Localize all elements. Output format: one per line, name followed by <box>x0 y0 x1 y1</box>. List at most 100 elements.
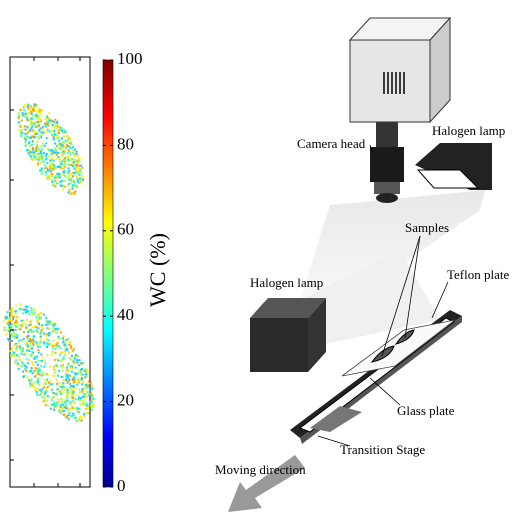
map-pixel <box>21 362 23 364</box>
map-pixel <box>46 137 48 139</box>
map-pixel <box>68 418 70 420</box>
map-pixel <box>32 326 34 328</box>
map-pixel <box>25 113 27 115</box>
map-pixel <box>28 348 30 350</box>
map-pixel <box>62 384 64 386</box>
map-pixel <box>44 167 46 169</box>
map-pixel <box>47 374 49 376</box>
map-pixel <box>26 149 28 151</box>
map-pixel <box>52 166 54 168</box>
map-pixel <box>72 400 74 402</box>
map-pixel <box>49 168 51 170</box>
map-pixel <box>69 154 71 156</box>
map-pixel <box>67 157 69 159</box>
map-pixel <box>69 375 71 377</box>
map-pixel <box>64 157 66 159</box>
map-pixel <box>60 386 62 388</box>
camera-lens <box>374 182 400 194</box>
map-pixel <box>20 339 22 341</box>
map-pixel <box>63 410 65 412</box>
map-pixel <box>30 329 32 331</box>
map-pixel <box>40 152 42 154</box>
map-pixel <box>34 370 36 372</box>
map-pixel <box>51 351 53 353</box>
map-pixel <box>25 306 27 308</box>
map-pixel <box>42 143 44 145</box>
map-pixel <box>65 405 67 407</box>
map-pixel <box>85 384 87 386</box>
map-pixel <box>30 354 32 356</box>
map-pixel <box>81 383 83 385</box>
map-pixel <box>39 389 41 391</box>
map-pixel <box>33 336 35 338</box>
map-pixel <box>48 176 50 178</box>
map-pixel <box>63 335 65 337</box>
map-pixel <box>25 139 27 141</box>
camera-mount <box>376 122 398 147</box>
map-pixel <box>73 394 75 396</box>
map-pixel <box>26 118 28 120</box>
map-pixel <box>38 148 40 150</box>
map-pixel <box>59 159 61 161</box>
map-pixel <box>39 157 41 159</box>
map-pixel <box>31 367 33 369</box>
map-pixel <box>76 381 78 383</box>
map-pixel <box>78 160 80 162</box>
colorbar-tick-label: 0 <box>117 476 126 495</box>
colorbar-tick-label: 60 <box>117 220 134 239</box>
map-pixel <box>74 159 76 161</box>
map-pixel <box>77 162 79 164</box>
map-pixel <box>15 349 17 351</box>
map-pixel <box>72 361 74 363</box>
map-pixel <box>36 141 38 143</box>
map-pixel <box>81 388 83 390</box>
map-pixel <box>63 340 65 342</box>
map-pixel <box>41 324 43 326</box>
map-pixel <box>46 153 48 155</box>
map-pixel <box>45 363 47 365</box>
map-pixel <box>56 379 58 381</box>
map-pixel <box>57 144 59 146</box>
map-pixel <box>34 367 36 369</box>
map-pixel <box>57 156 59 158</box>
map-pixel <box>33 330 35 332</box>
map-pixel <box>53 137 55 139</box>
map-pixel <box>56 365 58 367</box>
map-pixel <box>46 343 48 345</box>
map-pixel <box>40 360 42 362</box>
map-pixel <box>83 398 85 400</box>
map-pixel <box>35 105 37 107</box>
map-pixel <box>46 379 48 381</box>
map-pixel <box>59 149 61 151</box>
map-pixel <box>47 386 49 388</box>
map-pixel <box>37 346 39 348</box>
map-pixel <box>40 312 42 314</box>
map-pixel <box>45 158 47 160</box>
map-pixel <box>86 387 88 389</box>
map-pixel <box>10 332 12 334</box>
map-pixel <box>74 357 76 359</box>
map-pixel <box>43 378 45 380</box>
map-pixel <box>69 383 71 385</box>
map-pixel <box>63 389 65 391</box>
map-pixel <box>72 349 74 351</box>
map-pixel <box>8 326 10 328</box>
map-pixel <box>44 164 46 166</box>
map-pixel <box>47 162 49 164</box>
map-pixel <box>90 382 92 384</box>
map-pixel <box>38 159 40 161</box>
map-pixel <box>51 354 53 356</box>
map-pixel <box>53 132 55 134</box>
map-pixel <box>69 342 71 344</box>
map-pixel <box>66 135 68 137</box>
map-pixel <box>56 406 58 408</box>
map-pixel <box>77 355 79 357</box>
map-pixel <box>71 147 73 149</box>
map-pixel <box>66 367 68 369</box>
colorbar-label: WC (%) <box>145 233 170 307</box>
map-pixel <box>14 361 16 363</box>
map-pixel <box>52 162 54 164</box>
map-pixel <box>86 405 88 407</box>
map-pixel <box>56 151 58 153</box>
map-pixel <box>52 129 54 131</box>
